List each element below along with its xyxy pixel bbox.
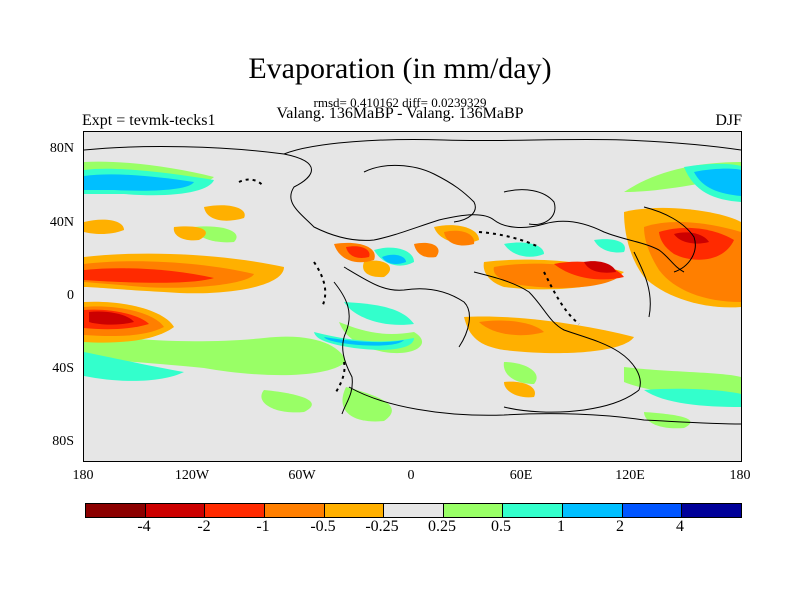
y-label-80n: 80N	[49, 141, 74, 156]
map-title: Evaporation (in mm/day)	[248, 52, 552, 85]
x-label-60e: 60E	[509, 468, 533, 483]
colorbar-label: -4	[137, 518, 151, 535]
colorbar-label: 2	[616, 518, 624, 535]
colorbar-swatch	[384, 504, 444, 517]
colorbar-label: 0.25	[428, 518, 456, 535]
x-label-180e: 180	[729, 468, 751, 483]
colorbar-swatch	[443, 504, 504, 517]
field-positive-small	[84, 161, 741, 429]
colorbar-swatch	[563, 504, 623, 517]
colorbar-label: 1	[557, 518, 565, 535]
experiment-label: Expt = tevmk-tecks1	[82, 112, 216, 129]
coastlines	[84, 138, 741, 425]
colorbar-swatch	[86, 504, 146, 517]
colorbar-label: -0.5	[310, 518, 336, 535]
field-negative-small	[84, 205, 741, 398]
x-label-120e: 120E	[615, 468, 645, 483]
x-label-120w: 120W	[174, 468, 210, 483]
x-label-60w: 60W	[288, 468, 316, 483]
colorbar-swatch	[324, 504, 385, 517]
colorbar-swatch	[145, 504, 206, 517]
colorbar-swatch	[503, 504, 564, 517]
colorbar-label: -2	[197, 518, 211, 535]
colorbar-swatch	[205, 504, 265, 517]
dashed-features	[238, 178, 580, 393]
stats-text: rmsd= 0.410162 diff= 0.0239329	[313, 95, 487, 110]
evaporation-map	[83, 131, 742, 462]
y-label-40s: 40S	[52, 361, 74, 376]
colorbar-label: -0.25	[365, 518, 399, 535]
field-negative-xlarge	[89, 232, 709, 325]
y-label-80s: 80S	[52, 434, 74, 449]
y-label-40n: 40N	[49, 215, 74, 230]
colorbar-label: -1	[256, 518, 270, 535]
map-subtitle: Valang. 136MaBP - Valang. 136MaBP	[276, 105, 524, 122]
colorbar-swatch	[682, 504, 742, 517]
colorbar-label: 0.5	[491, 518, 511, 535]
colorbar	[85, 503, 742, 518]
x-label-0: 0	[407, 468, 415, 483]
colorbar-swatch	[622, 504, 683, 517]
y-label-0: 0	[67, 288, 74, 303]
season-label: DJF	[715, 112, 742, 129]
field-positive-large	[84, 168, 741, 346]
colorbar-label: 4	[676, 518, 684, 535]
x-label-180w: 180	[72, 468, 94, 483]
map-field-svg	[84, 138, 741, 429]
colorbar-swatch	[264, 504, 325, 517]
